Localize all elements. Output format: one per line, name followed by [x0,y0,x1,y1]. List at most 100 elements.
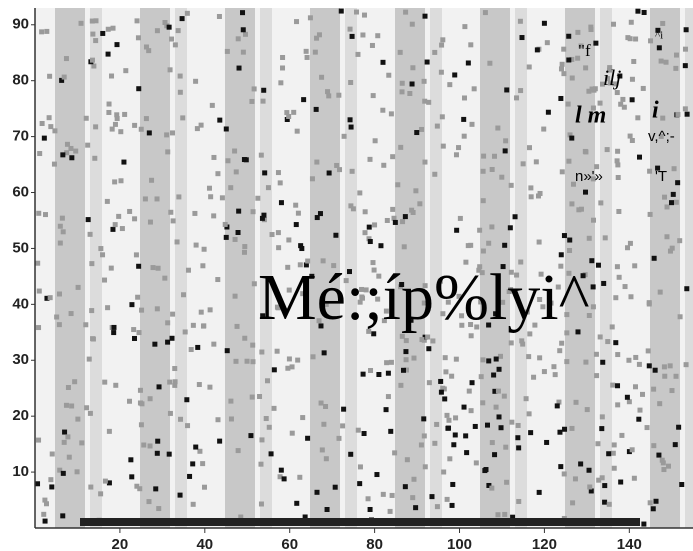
texture-dot [326,93,332,99]
texture-dot [403,349,409,355]
texture-dot [567,248,573,254]
texture-dot [251,86,257,92]
texture-dot [570,500,576,506]
texture-dot [102,277,108,283]
texture-dot [184,10,190,16]
texture-dot [228,398,234,404]
texture-dot [36,437,42,443]
texture-dot [422,98,428,104]
texture-dot [177,73,183,79]
texture-dot [258,461,264,467]
texture-dot [478,299,484,305]
texture-dot [628,19,634,25]
texture-dot [588,24,594,30]
texture-dot [446,425,452,431]
texture-dot [453,356,459,362]
texture-dot [381,318,387,324]
texture-dot [615,148,621,154]
texture-dot [615,162,621,168]
texture-dot [284,110,290,116]
texture-dot [268,451,274,457]
texture-dot [491,153,497,159]
texture-dot [303,262,309,268]
texture-dot [440,37,446,43]
texture-dot [616,208,622,214]
texture-dot [222,221,228,227]
texture-dot [516,498,522,504]
texture-dot [660,115,666,121]
texture-dot [402,214,408,220]
texture-dot [656,45,662,51]
texture-dot [397,49,403,55]
texture-dot [465,60,471,66]
texture-dot [526,64,532,70]
texture-dot [604,147,610,153]
y-tick-label: 20 [12,407,29,424]
texture-dot [583,189,589,195]
texture-dot [269,232,275,238]
texture-dot [323,456,329,462]
texture-dot [673,199,679,205]
texture-dot [462,95,468,101]
texture-dot [83,322,89,328]
x-tick-label: 140 [617,536,642,551]
texture-dot [613,340,619,346]
texture-dot [47,295,53,301]
texture-dot [378,243,384,249]
texture-dot [541,20,547,26]
texture-dot [215,171,221,177]
texture-dot [286,287,292,293]
texture-dot [179,16,185,22]
texture-dot [59,215,65,221]
annotation: ilj [603,65,621,90]
texture-dot [87,410,93,416]
texture-dot [167,379,173,385]
texture-dot [175,28,181,34]
annotation: l m [575,103,606,129]
texture-dot [112,179,118,185]
texture-dot [480,357,486,363]
texture-dot [508,340,514,346]
texture-dot [502,148,508,154]
texture-dot [170,218,176,224]
texture-dot [659,457,665,463]
texture-dot [385,370,391,376]
texture-dot [359,286,365,292]
texture-dot [85,142,91,148]
texture-dot [666,463,672,469]
texture-dot [449,373,455,379]
texture-dot [198,122,204,128]
texture-dot [534,47,540,53]
texture-dot [399,333,405,339]
texture-dot [421,300,427,306]
texture-dot [422,283,428,289]
texture-dot [426,380,432,386]
texture-dot [297,474,303,480]
texture-dot [528,194,534,200]
texture-dot [413,188,419,194]
texture-dot [131,327,137,333]
texture-dot [105,26,111,32]
texture-dot [90,336,96,342]
texture-dot [193,78,199,84]
texture-dot [261,212,267,218]
texture-dot [447,456,453,462]
texture-dot [618,479,624,485]
texture-dot [89,18,95,24]
texture-dot [619,432,625,438]
texture-dot [240,27,246,33]
texture-dot [289,364,295,370]
texture-dot [589,258,595,264]
texture-dot [294,128,300,134]
texture-dot [79,440,85,446]
texture-dot [590,105,596,111]
x-tick-label: 40 [196,536,213,551]
texture-dot [610,382,616,388]
texture-dot [515,435,521,441]
texture-dot [228,416,234,422]
texture-dot [518,88,524,94]
texture-dot [453,415,459,421]
texture-dot [484,422,490,428]
texture-dot [91,63,97,69]
